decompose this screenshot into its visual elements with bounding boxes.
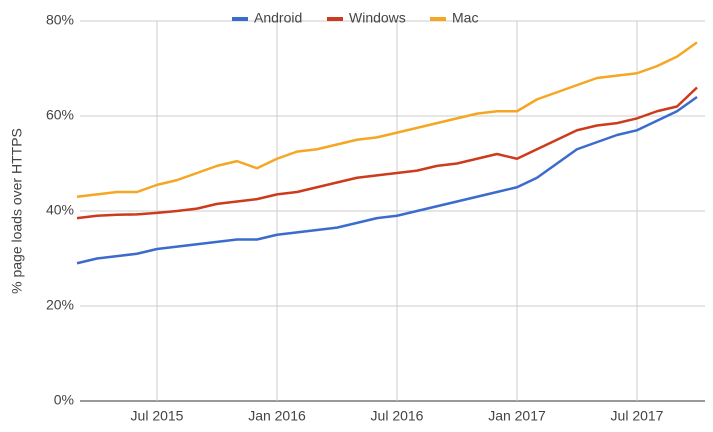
x-tick-label: Jul 2016 (371, 408, 424, 424)
x-tick-label: Jul 2015 (131, 408, 184, 424)
y-tick-label: 0% (54, 392, 74, 408)
legend-label: Windows (349, 10, 406, 26)
x-tick-label: Jul 2017 (611, 408, 664, 424)
series-line (76, 86, 698, 220)
y-tick-label: 60% (46, 107, 74, 123)
series-line (76, 95, 698, 265)
legend-label: Mac (452, 10, 478, 26)
x-tick-label: Jan 2016 (248, 408, 306, 424)
x-tick-label: Jan 2017 (488, 408, 546, 424)
y-axis-label: % page loads over HTTPS (9, 128, 25, 294)
y-tick-label: 20% (46, 297, 74, 313)
legend-label: Android (254, 10, 302, 26)
y-tick-label: 40% (46, 202, 74, 218)
series-line (76, 41, 698, 198)
y-tick-label: 80% (46, 12, 74, 28)
